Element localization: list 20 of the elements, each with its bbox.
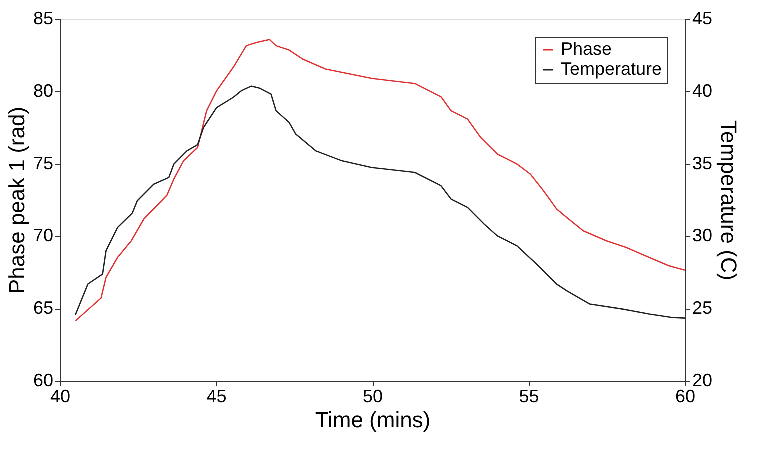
y2-tick-label: 35 — [692, 153, 713, 174]
x-tick-label: 50 — [362, 386, 384, 406]
y2-tick-label: 25 — [692, 298, 713, 318]
y-tick-label: 65 — [33, 298, 54, 318]
y2-tick-label: 30 — [692, 226, 713, 246]
line-series — [74, 86, 686, 319]
line-series — [74, 39, 686, 322]
y2-tick-label: 40 — [692, 80, 713, 101]
x-tick-label: 45 — [206, 386, 227, 406]
y2-tick-label: 45 — [692, 8, 713, 28]
y-tick-label: 75 — [33, 153, 54, 174]
y-tick-label: 70 — [33, 226, 54, 246]
x-axis-title: Time (mins) — [315, 408, 431, 432]
legend-label: Phase — [561, 39, 612, 59]
y-axis-title: Phase peak 1 (rad) — [4, 106, 30, 294]
x-tick-label: 55 — [519, 386, 540, 406]
y-tick-label: 85 — [33, 8, 54, 28]
y-tick-label: 80 — [33, 80, 54, 101]
legend-label: Temperature — [561, 59, 662, 79]
y2-axis-title: Temperature (C) — [716, 120, 742, 281]
